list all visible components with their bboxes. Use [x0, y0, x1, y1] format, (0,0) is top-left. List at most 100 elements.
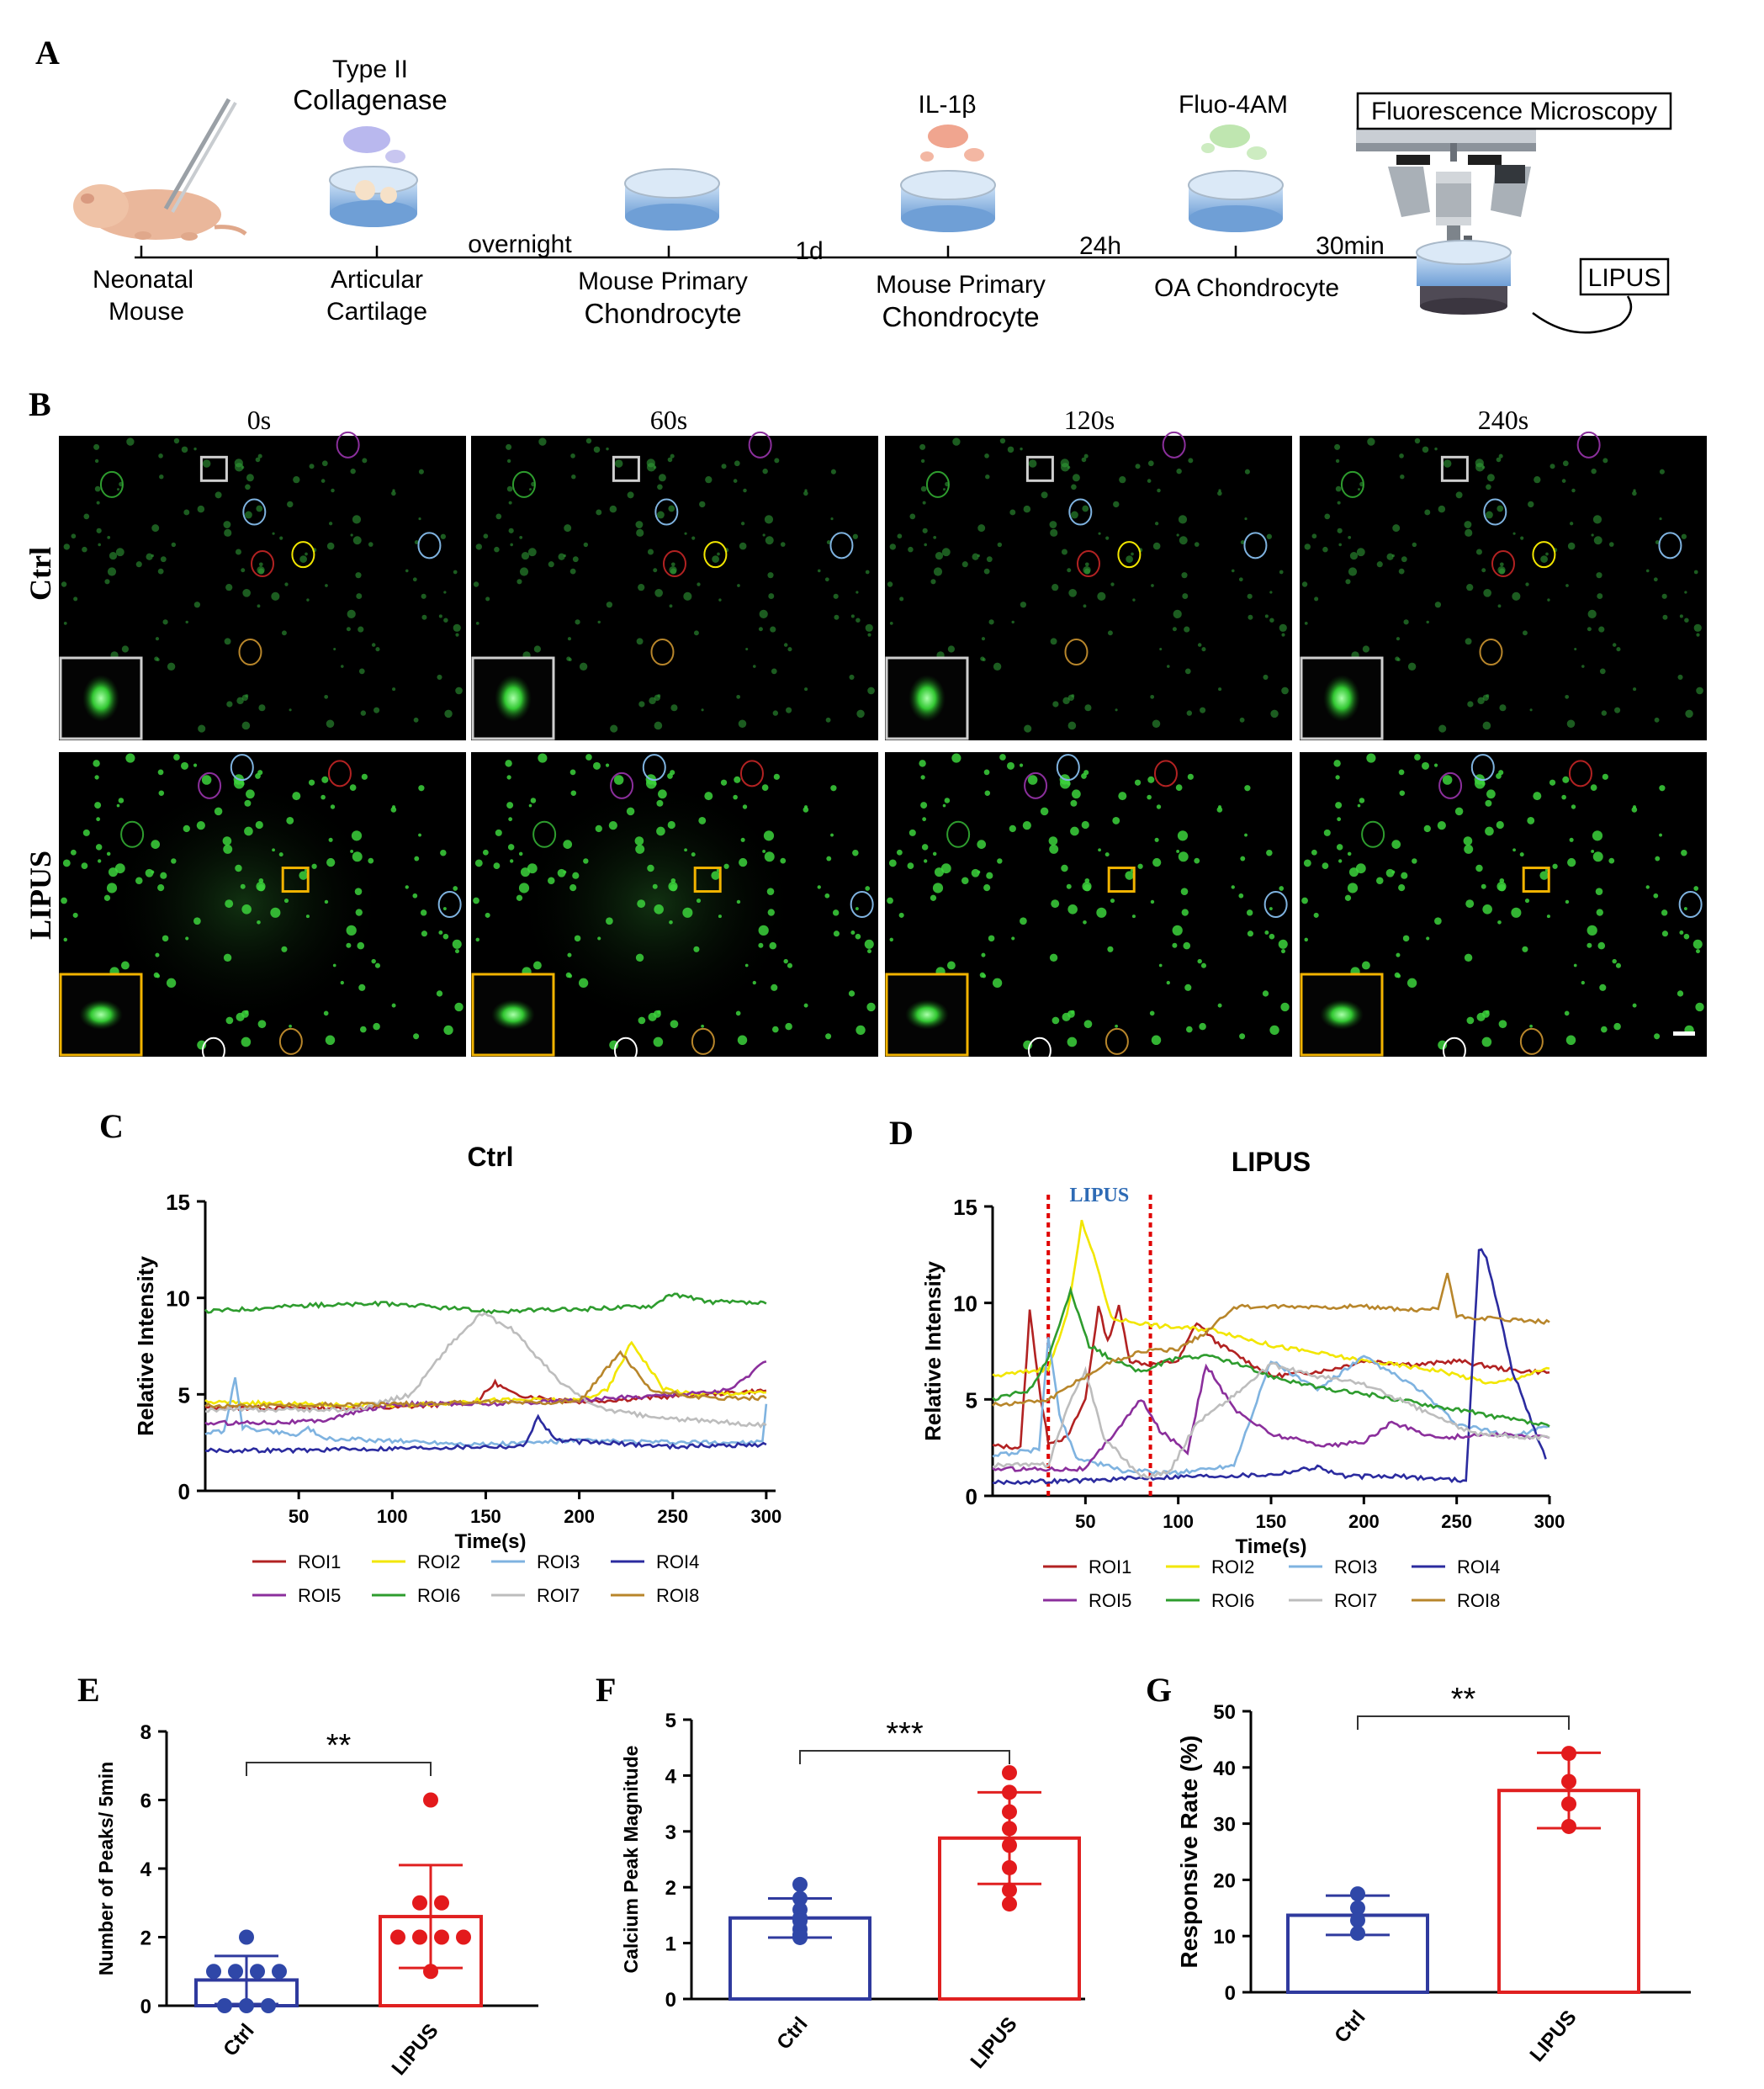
fluo4am-label: Fluo-4AM	[1179, 91, 1288, 119]
y-tick-label: 50	[1213, 1701, 1236, 1724]
data-point	[792, 1929, 808, 1945]
series-line-roi5	[204, 1360, 767, 1427]
micrograph-lipus-1	[471, 752, 878, 1064]
data-point	[239, 1998, 254, 2013]
micrograph-ctrl-1	[471, 431, 878, 740]
micrograph-ctrl-3	[1300, 431, 1707, 740]
series-line-roi2	[992, 1219, 1550, 1385]
y-tick-label: 15	[953, 1195, 977, 1220]
timepoint-120s: 120s	[1064, 405, 1115, 435]
chart-g-responsive-rate: 0 10 20 30 40 50 Responsive Rate (%) Ctrl LIPUS *…	[1176, 1682, 1691, 2066]
legend-label-roi5: ROI5	[298, 1585, 341, 1606]
series-line-roi8	[992, 1272, 1550, 1408]
y-tick-label: 30	[1213, 1814, 1236, 1837]
microscope-label-box	[1356, 92, 1672, 130]
lipus-device-label: LIPUS	[1588, 264, 1661, 292]
data-point	[250, 1964, 265, 1980]
series-line-roi8	[204, 1349, 767, 1409]
data-point	[434, 1895, 449, 1911]
data-point	[1002, 1784, 1017, 1800]
x-tick-label-ctrl: Ctrl	[1330, 2007, 1369, 2048]
data-point	[1561, 1818, 1576, 1834]
x-tick-label: 250	[657, 1506, 688, 1527]
y-tick-label: 0	[1225, 1982, 1236, 2005]
duration-24h: 24h	[1079, 232, 1121, 260]
x-tick-label: 250	[1441, 1511, 1472, 1532]
data-point	[1561, 1796, 1576, 1812]
y-axis-label: Responsive Rate (%)	[1176, 1736, 1202, 1969]
panel-label-a: A	[35, 34, 60, 72]
x-axis-label: Time(s)	[455, 1530, 527, 1553]
data-point	[1002, 1859, 1017, 1875]
y-tick-label: 6	[140, 1790, 151, 1813]
stage-label-cartilage: Cartilage	[326, 298, 427, 326]
stage-label-chondrocyte-1: Chondrocyte	[584, 298, 741, 329]
significance-bracket	[1357, 1715, 1570, 1730]
significance-label: **	[326, 1728, 352, 1763]
x-tick-label: 300	[751, 1506, 782, 1527]
panel-label-f: F	[596, 1671, 616, 1709]
dish-il1b	[900, 125, 996, 232]
y-tick-label: 15	[166, 1190, 190, 1215]
significance-bracket	[799, 1750, 1010, 1764]
micrograph-lipus-0	[59, 752, 466, 1064]
legend-label-roi1: ROI1	[1089, 1556, 1131, 1577]
panel-label-b: B	[29, 385, 51, 423]
data-point	[1350, 1925, 1365, 1941]
y-tick-label: 3	[665, 1821, 676, 1844]
y-tick-label: 10	[166, 1286, 190, 1312]
panel-label-g: G	[1146, 1671, 1172, 1709]
data-point	[1350, 1900, 1365, 1916]
significance-label: ***	[886, 1716, 924, 1752]
x-tick-label: 150	[470, 1506, 501, 1527]
dish-primary-chondrocyte-1	[624, 168, 720, 231]
chart-c-title: Ctrl	[467, 1142, 513, 1172]
panel-label-e: E	[77, 1671, 100, 1709]
legend-label-roi2: ROI2	[1211, 1556, 1254, 1577]
x-tick-label: 200	[1348, 1511, 1380, 1532]
legend-label-roi8: ROI8	[1457, 1590, 1500, 1611]
micrograph-grid	[59, 431, 1707, 1064]
series-line-roi1	[992, 1304, 1550, 1450]
data-point	[456, 1929, 471, 1945]
y-tick-label: 5	[966, 1387, 977, 1413]
series-line-roi4	[204, 1413, 767, 1455]
micrograph-ctrl-0	[59, 431, 466, 740]
legend-label-roi6: ROI6	[417, 1585, 460, 1606]
micrograph-ctrl-2	[885, 431, 1292, 740]
significance-label: **	[1451, 1682, 1476, 1717]
x-tick-label: 300	[1534, 1511, 1565, 1532]
panel-label-d: D	[889, 1114, 914, 1152]
x-tick-label-ctrl: Ctrl	[219, 2020, 258, 2061]
data-point	[423, 1792, 438, 1808]
panel-label-c: C	[99, 1107, 124, 1145]
data-point	[1002, 1765, 1017, 1781]
x-tick-label: 150	[1256, 1511, 1287, 1532]
stage-label-articular: Articular	[331, 266, 423, 294]
microscope-label: Fluorescence Microscopy	[1371, 98, 1657, 125]
stage-label-mouse: Mouse	[109, 298, 184, 326]
stage-label-mouse-primary-2: Mouse Primary	[876, 271, 1046, 299]
y-tick-label: 2	[140, 1927, 151, 1950]
stage-label-chondrocyte-2: Chondrocyte	[882, 301, 1039, 332]
data-point	[1002, 1837, 1017, 1853]
micrograph-lipus-2	[885, 752, 1292, 1064]
timepoint-60s: 60s	[650, 405, 687, 435]
neonatal-mouse-illustration	[73, 98, 247, 241]
timepoint-0s: 0s	[247, 405, 271, 435]
x-tick-label: 50	[289, 1506, 309, 1527]
legend-label-roi7: ROI7	[1334, 1590, 1377, 1611]
y-tick-label: 5	[665, 1710, 676, 1732]
chart-d-title: LIPUS	[1232, 1147, 1311, 1177]
data-point	[1002, 1804, 1017, 1820]
series-line-roi5	[992, 1363, 1550, 1472]
stage-label-mouse-primary-1: Mouse Primary	[578, 268, 748, 295]
series-line-roi3	[992, 1337, 1550, 1477]
duration-overnight: overnight	[468, 231, 572, 258]
y-tick-label: 0	[178, 1479, 190, 1504]
x-tick-label-lipus: LIPUS	[1525, 2007, 1581, 2067]
y-axis-label: Calcium Peak Magnitude	[620, 1746, 642, 1974]
legend-label-roi2: ROI2	[417, 1551, 460, 1572]
y-tick-label: 40	[1213, 1758, 1236, 1780]
